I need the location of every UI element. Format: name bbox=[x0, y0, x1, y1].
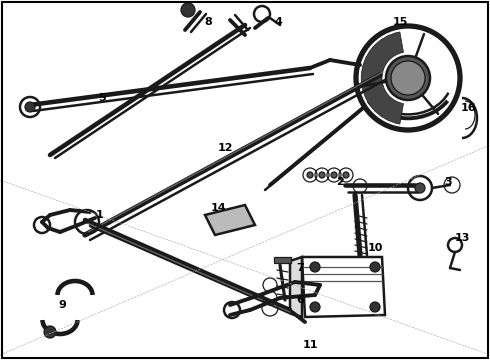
Circle shape bbox=[331, 172, 337, 178]
Circle shape bbox=[370, 302, 380, 312]
Circle shape bbox=[415, 183, 425, 193]
Circle shape bbox=[370, 262, 380, 272]
Text: 8: 8 bbox=[204, 17, 212, 27]
Text: 7: 7 bbox=[296, 263, 304, 273]
Text: 6: 6 bbox=[296, 295, 304, 305]
Circle shape bbox=[307, 172, 313, 178]
Text: 4: 4 bbox=[274, 17, 282, 27]
Circle shape bbox=[319, 172, 325, 178]
Text: 10: 10 bbox=[368, 243, 383, 253]
Polygon shape bbox=[274, 257, 291, 263]
Text: 15: 15 bbox=[392, 17, 408, 27]
Polygon shape bbox=[290, 257, 302, 317]
Text: 5: 5 bbox=[98, 93, 106, 103]
Text: 3: 3 bbox=[444, 177, 452, 187]
Text: 2: 2 bbox=[336, 177, 344, 187]
Circle shape bbox=[181, 3, 195, 17]
Text: 11: 11 bbox=[302, 340, 318, 350]
Circle shape bbox=[343, 172, 349, 178]
Polygon shape bbox=[205, 205, 255, 235]
Circle shape bbox=[25, 102, 35, 112]
Text: 14: 14 bbox=[210, 203, 226, 213]
Circle shape bbox=[310, 302, 320, 312]
Text: 12: 12 bbox=[217, 143, 233, 153]
Circle shape bbox=[391, 61, 425, 95]
Circle shape bbox=[310, 262, 320, 272]
Text: 13: 13 bbox=[454, 233, 470, 243]
Text: 16: 16 bbox=[460, 103, 476, 113]
Text: 1: 1 bbox=[96, 210, 104, 220]
Wedge shape bbox=[361, 32, 403, 124]
Circle shape bbox=[386, 56, 430, 100]
Text: 9: 9 bbox=[58, 300, 66, 310]
Circle shape bbox=[44, 326, 56, 338]
